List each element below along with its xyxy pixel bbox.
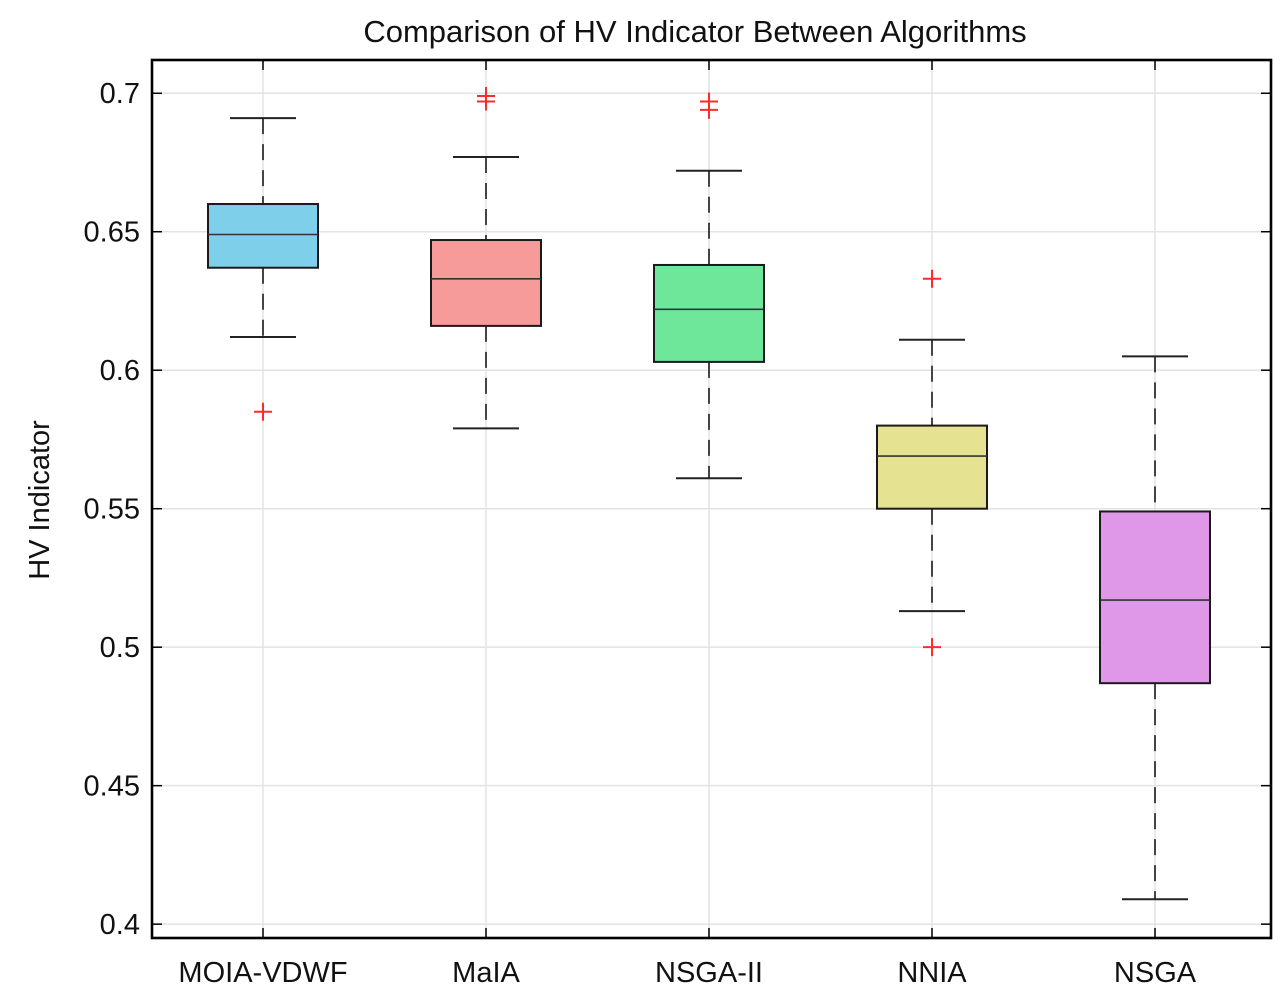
x-tick-label: NSGA bbox=[1114, 957, 1197, 989]
plot-frame bbox=[150, 58, 1273, 940]
x-axis-ticks: MOIA-VDWF MaIA NSGA-II NNIA NSGA bbox=[178, 60, 1197, 989]
outlier-marker bbox=[477, 92, 495, 111]
box-body bbox=[653, 263, 765, 363]
box-body bbox=[876, 424, 988, 510]
box-nsga bbox=[1099, 355, 1211, 901]
box-nsga-ii bbox=[653, 92, 765, 480]
box-maia bbox=[430, 87, 542, 430]
x-tick-label: MOIA-VDWF bbox=[178, 957, 347, 989]
y-tick-label: 0.65 bbox=[84, 217, 140, 249]
box-nnia bbox=[876, 269, 988, 657]
y-tick-label: 0.45 bbox=[84, 771, 140, 803]
box-body bbox=[207, 203, 319, 269]
x-tick-label: NSGA-II bbox=[655, 957, 763, 989]
outlier-marker bbox=[254, 402, 272, 421]
x-tick-label: NNIA bbox=[897, 957, 967, 989]
box-body bbox=[430, 239, 542, 327]
outlier-marker bbox=[700, 100, 718, 119]
outlier-marker bbox=[923, 269, 941, 288]
chart-title: Comparison of HV Indicator Between Algor… bbox=[363, 14, 1026, 49]
boxes bbox=[207, 87, 1211, 901]
y-tick-label: 0.5 bbox=[100, 632, 140, 664]
y-axis-label: HV Indicator bbox=[24, 420, 56, 580]
outlier-marker bbox=[923, 638, 941, 657]
x-tick-label: MaIA bbox=[452, 957, 520, 989]
box-moia-vdwf bbox=[207, 117, 319, 421]
y-tick-label: 0.7 bbox=[100, 78, 140, 110]
y-tick-label: 0.4 bbox=[100, 909, 140, 941]
box-body bbox=[1099, 510, 1211, 685]
grid-lines bbox=[152, 60, 1271, 938]
y-tick-label: 0.55 bbox=[84, 494, 140, 526]
y-axis-ticks: 0.4 0.45 0.5 0.55 0.6 0.65 0.7 bbox=[84, 78, 1271, 941]
y-tick-label: 0.6 bbox=[100, 355, 140, 387]
